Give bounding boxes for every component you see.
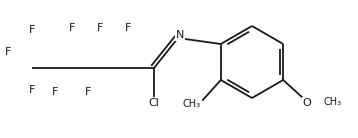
Text: CH₃: CH₃	[183, 99, 201, 109]
Text: F: F	[69, 23, 75, 33]
Text: N: N	[176, 30, 184, 40]
Text: F: F	[5, 47, 11, 57]
Text: F: F	[52, 87, 58, 97]
Text: F: F	[97, 23, 103, 33]
Text: Cl: Cl	[149, 98, 159, 108]
Text: F: F	[29, 85, 35, 95]
Text: CH₃: CH₃	[323, 97, 341, 107]
Text: F: F	[29, 25, 35, 35]
Text: F: F	[125, 23, 131, 33]
Text: F: F	[85, 87, 91, 97]
Text: O: O	[303, 98, 311, 108]
